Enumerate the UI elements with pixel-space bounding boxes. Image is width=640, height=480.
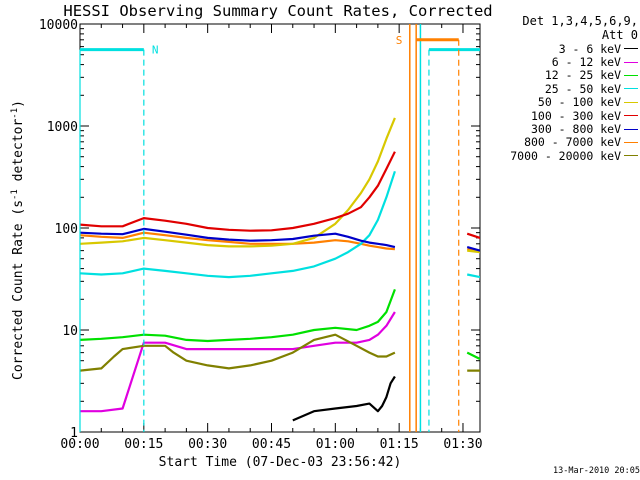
series-100-to-300kev (80, 151, 396, 232)
x-tick-label: 00:15 (124, 437, 163, 452)
x-tick-label: 01:00 (316, 437, 355, 452)
legend-swatch (624, 101, 638, 103)
legend-header-line-1: Det 1,3,4,5,6,9, (522, 14, 638, 28)
chart-title: HESSI Observing Summary Count Rates, Cor… (63, 2, 492, 20)
legend-entry: 12 - 25 keV (480, 68, 638, 83)
timestamp-footer: 13-Mar-2010 20:05 (553, 466, 640, 476)
y-tick-label: 100 (55, 222, 78, 237)
legend-swatch (624, 141, 638, 143)
series-50-to-100kev (467, 249, 480, 254)
legend-entry-label: 800 - 7000 keV (524, 135, 621, 150)
y-axis-label-mid: detector (11, 119, 26, 190)
y-tick-label: 1 (70, 426, 78, 441)
series-300-to-800kev (80, 227, 396, 249)
legend-entry-label: 300 - 800 keV (530, 122, 621, 137)
night-label: N (152, 44, 159, 57)
x-tick-label: 01:15 (380, 437, 419, 452)
legend: Det 1,3,4,5,6,9, Att 0 3 - 6 keV 6 - 12 k… (480, 14, 638, 163)
series-25-to-50kev (80, 170, 396, 279)
series-6-to-12kev (80, 311, 396, 413)
y-tick-label: 10 (62, 324, 78, 339)
series-300-to-800kev (466, 246, 480, 252)
series-12-to-25kev (80, 289, 396, 343)
annotation-layer: NS (79, 24, 480, 432)
legend-header-line-2: Att 0 (601, 28, 638, 42)
y-axis-label-sup2: -1 (10, 108, 20, 119)
x-tick-label: 00:00 (60, 437, 99, 452)
legend-swatch (624, 88, 638, 90)
y-axis-label-main: Corrected Count Rate (s (11, 200, 26, 380)
legend-entry-label: 50 - 100 keV (537, 95, 621, 110)
legend-entry-label: 6 - 12 keV (551, 55, 621, 70)
legend-entry-label: 7000 - 20000 keV (510, 148, 621, 163)
series-100-to-300kev (466, 232, 480, 239)
series-7000-to-20000kev (80, 333, 396, 372)
legend-entry: 7000 - 20000 keV (480, 148, 638, 163)
x-tick-label: 00:30 (188, 437, 227, 452)
legend-swatch (624, 155, 638, 157)
y-axis-label: Corrected Count Rate (s-1 detector-1) (10, 100, 26, 380)
series-3-to-6kev (292, 375, 396, 422)
y-tick-label: 1000 (47, 120, 78, 135)
legend-entry-label: 12 - 25 keV (544, 68, 621, 83)
legend-entry: 6 - 12 keV (480, 55, 638, 70)
saa-label: S (396, 34, 403, 47)
y-tick-label: 10000 (39, 18, 78, 33)
legend-swatch (624, 74, 638, 76)
legend-entry: 50 - 100 keV (480, 95, 638, 110)
legend-entry-label: 3 - 6 keV (558, 41, 621, 56)
axes-frame-layer: 1 10 100 1000 10000 00:00 00:15 00:30 00:45 01:00… (39, 18, 483, 452)
series-50-to-100kev (80, 117, 396, 248)
legend-entry-label: 100 - 300 keV (530, 108, 621, 123)
legend-swatch (624, 115, 638, 117)
legend-entry: 300 - 800 keV (480, 122, 638, 137)
series-12-to-25kev (466, 351, 480, 361)
x-tick-label: 01:30 (443, 437, 482, 452)
legend-swatch (624, 128, 638, 130)
legend-entry: 3 - 6 keV (480, 41, 638, 56)
legend-entry: 800 - 7000 keV (480, 135, 638, 150)
legend-swatch (624, 48, 638, 50)
y-axis-label-end: ) (11, 100, 26, 108)
legend-entry-label: 25 - 50 keV (544, 81, 621, 96)
legend-entries: 3 - 6 keV 6 - 12 keV 12 - 25 keV 25 - 50 ke… (480, 42, 638, 163)
y-axis-label-sup1: -1 (10, 189, 20, 200)
legend-entry: 100 - 300 keV (480, 108, 638, 123)
x-tick-label: 00:45 (252, 437, 291, 452)
x-axis-label: Start Time (07-Dec-03 23:56:42) (159, 455, 402, 470)
series-25-to-50kev (466, 273, 480, 279)
series-layer (80, 117, 480, 422)
legend-swatch (624, 61, 638, 63)
legend-entry: 25 - 50 keV (480, 81, 638, 96)
